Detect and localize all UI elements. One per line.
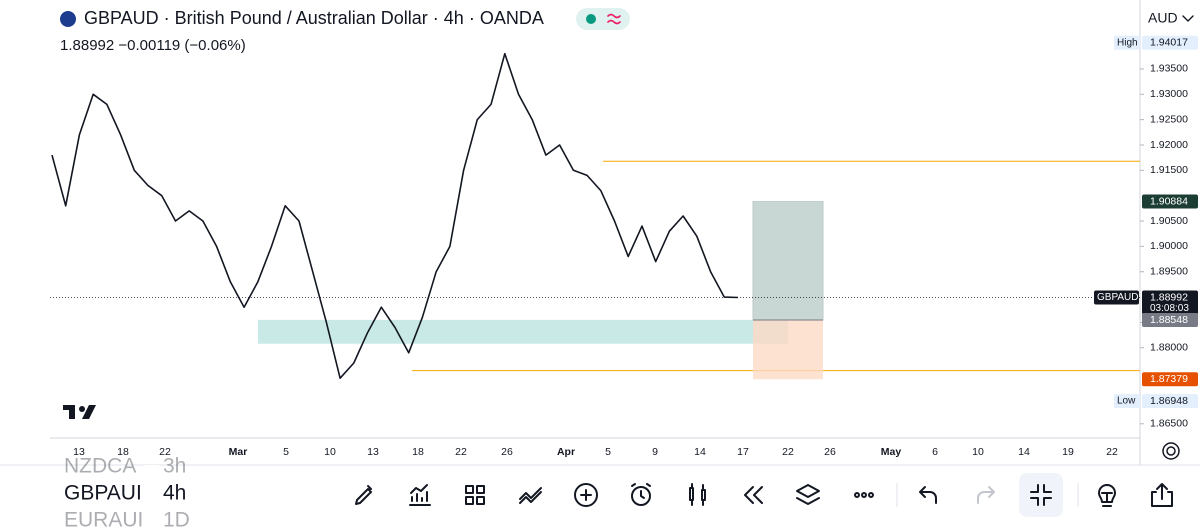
symbol-interval[interactable]: 1D	[163, 509, 190, 532]
y-tick-label: 1.93000	[1150, 88, 1188, 100]
flag-icon	[60, 11, 76, 27]
draw-button[interactable]	[355, 485, 372, 505]
x-tick-label: 14	[694, 446, 706, 458]
layers-button[interactable]	[796, 484, 820, 505]
quote: 1.88992 −0.00119 (−0.06%)	[60, 37, 246, 54]
layout-button[interactable]	[465, 485, 485, 505]
high-tag: High	[1117, 37, 1138, 48]
x-tick-label: Apr	[557, 446, 575, 458]
low-price: 1.86948	[1150, 395, 1188, 407]
target-price-bg	[1142, 194, 1198, 209]
last-symbol-bg	[1094, 290, 1139, 305]
high-price: 1.94017	[1150, 37, 1188, 49]
y-tick-label: 1.90500	[1150, 215, 1188, 227]
price-line	[51, 52, 739, 379]
chart-type-button[interactable]	[689, 483, 706, 506]
last-symbol: GBPAUD	[1097, 292, 1139, 303]
symbol-name[interactable]: EURAUI	[64, 509, 143, 532]
y-tick-label: 1.89500	[1150, 266, 1188, 278]
fullscreen-button[interactable]	[1030, 484, 1052, 506]
indicators-button[interactable]	[409, 484, 431, 506]
x-tick-label: Mar	[229, 446, 248, 458]
low-price-bg	[1142, 394, 1198, 409]
x-tick-label: 5	[605, 446, 611, 458]
last-price: 1.88992	[1150, 291, 1188, 303]
x-tick-label: 22	[782, 446, 794, 458]
y-tick-label: 1.92000	[1150, 139, 1188, 151]
high-price-bg	[1142, 35, 1198, 50]
x-tick-label: 22	[1106, 446, 1118, 458]
stop-price-bg	[1142, 372, 1198, 387]
alert-button[interactable]	[631, 483, 651, 506]
x-tick-label: 22	[455, 446, 467, 458]
high-tag-bg	[1114, 35, 1140, 50]
x-tick-label: 18	[412, 446, 424, 458]
market-open-dot	[586, 14, 596, 24]
y-tick-label: 1.90000	[1150, 240, 1188, 252]
low-tag-bg	[1114, 394, 1140, 409]
x-tick-label: 10	[324, 446, 336, 458]
profit-area	[752, 201, 824, 321]
countdown: 03:08:03	[1150, 303, 1189, 314]
target-price: 1.90884	[1150, 195, 1188, 207]
symbol-title: GBPAUD · British Pound / Australian Doll…	[84, 8, 544, 28]
x-tick-label: 13	[73, 446, 85, 458]
settings-button[interactable]	[1162, 442, 1180, 460]
x-tick-label: 19	[1062, 446, 1074, 458]
currency[interactable]: AUD	[1148, 10, 1178, 26]
ideas-button[interactable]	[1098, 484, 1116, 507]
fullscreen-bg	[1019, 473, 1063, 517]
symbol-interval[interactable]: 4h	[163, 482, 186, 505]
x-tick-label: 10	[972, 446, 984, 458]
undo-button[interactable]	[919, 486, 937, 504]
symbol-name[interactable]: NZDCA	[64, 455, 136, 478]
share-button[interactable]	[1151, 483, 1173, 507]
x-tick-label: 9	[652, 446, 658, 458]
low-tag: Low	[1117, 396, 1136, 407]
x-tick-label: 26	[824, 446, 836, 458]
add-button[interactable]	[574, 483, 598, 507]
more-button[interactable]	[854, 492, 874, 498]
y-tick-label: 1.93500	[1150, 63, 1188, 75]
x-tick-label: 6	[932, 446, 938, 458]
symbol-name[interactable]: GBPAUI	[64, 482, 142, 505]
redo-button[interactable]	[977, 486, 995, 504]
entry-price: 1.88548	[1150, 314, 1188, 326]
x-tick-label: 5	[283, 446, 289, 458]
x-tick-label: 18	[117, 446, 129, 458]
symbol-interval[interactable]: 3h	[163, 455, 186, 478]
delay-icon	[607, 13, 621, 25]
y-tick-label: 1.88000	[1150, 342, 1188, 354]
x-tick-label: 13	[367, 446, 379, 458]
compare-button[interactable]	[519, 487, 542, 504]
entry-price-bg	[1142, 312, 1198, 327]
stop-price: 1.87379	[1150, 373, 1188, 385]
tradingview-logo	[63, 405, 96, 419]
x-tick-label: 22	[159, 446, 171, 458]
loss-area	[753, 319, 823, 380]
status-pill	[576, 8, 630, 30]
x-tick-label: 17	[737, 446, 749, 458]
x-tick-label: 26	[501, 446, 513, 458]
y-tick-label: 1.92500	[1150, 113, 1188, 125]
y-tick-label: 1.86500	[1150, 418, 1188, 430]
currency-dropdown[interactable]	[1182, 15, 1194, 22]
x-tick-label: 14	[1018, 446, 1030, 458]
y-tick-label: 1.91500	[1150, 164, 1188, 176]
last-price-bg	[1142, 290, 1198, 315]
demand-zone	[258, 319, 788, 344]
symbol-fade	[145, 465, 159, 527]
replay-button[interactable]	[744, 486, 763, 504]
x-tick-label: May	[881, 446, 902, 458]
